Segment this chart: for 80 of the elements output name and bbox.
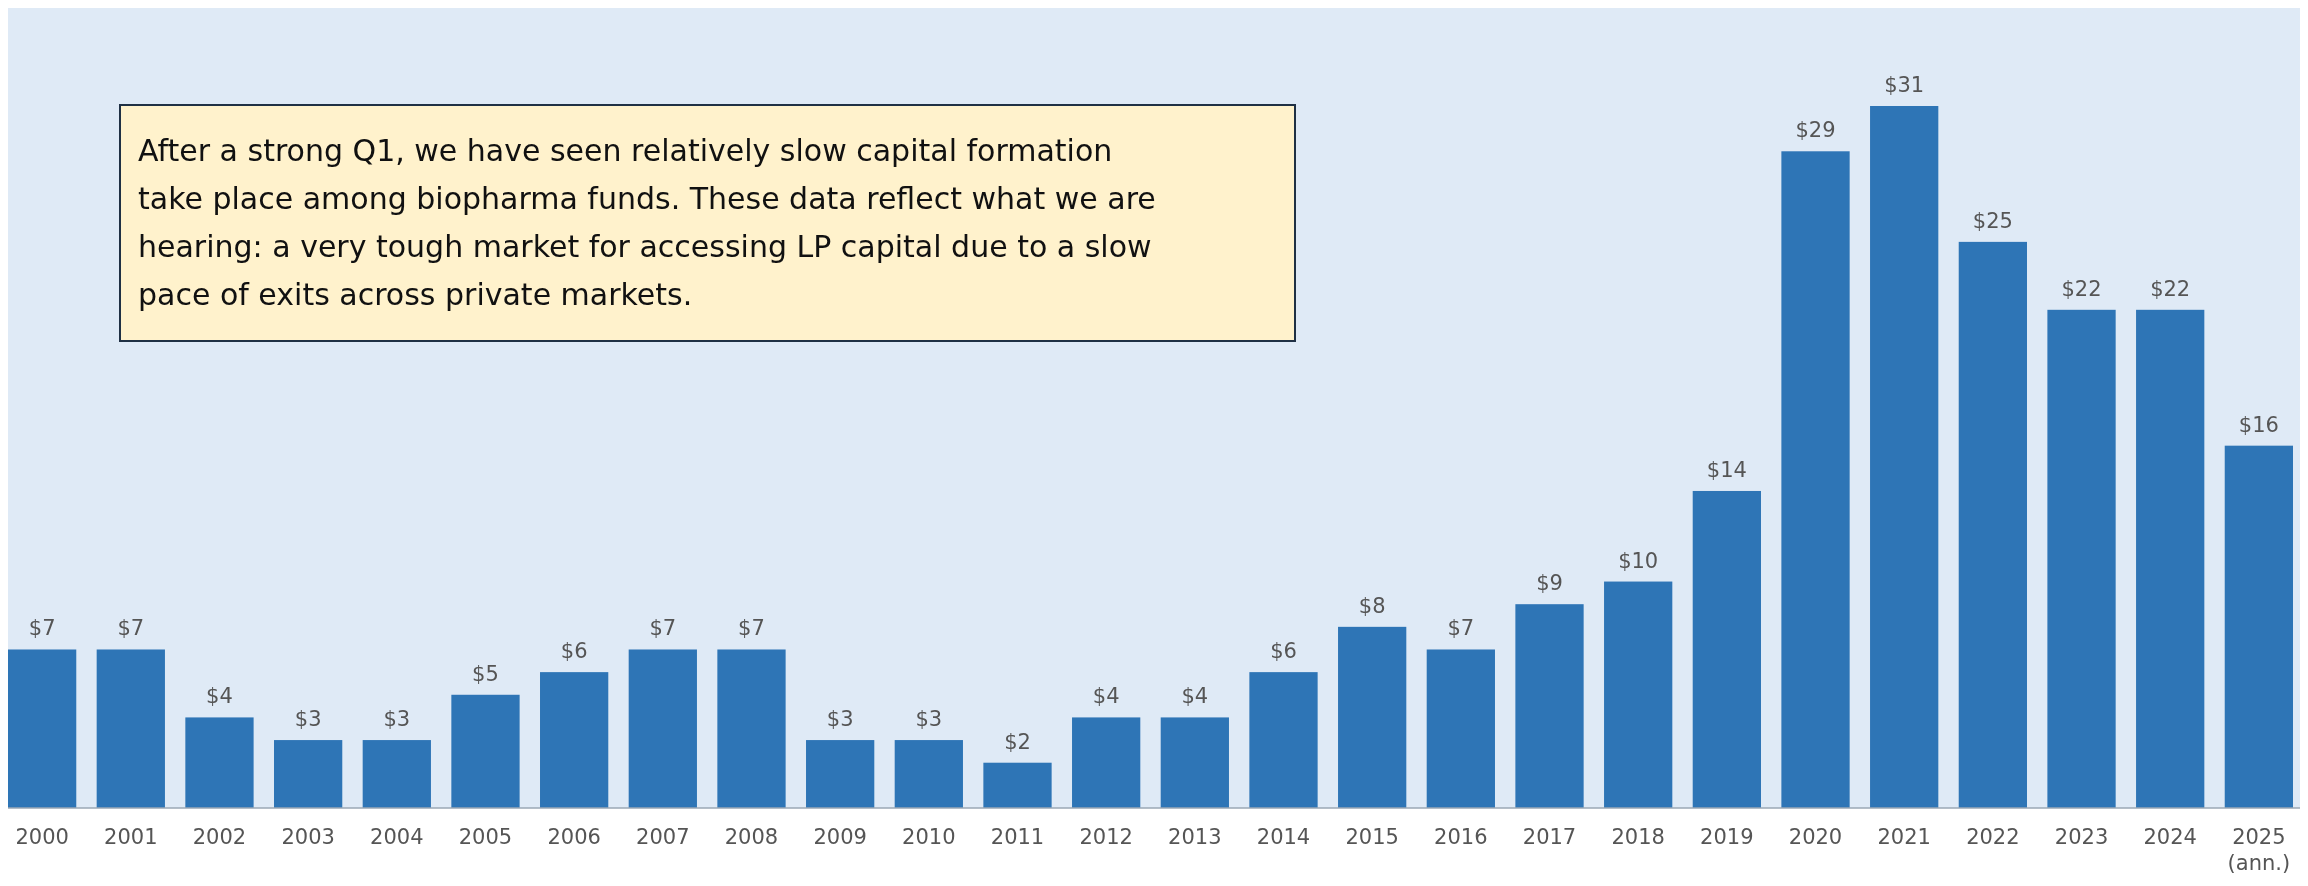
- data-label: $7: [649, 616, 677, 641]
- bar: [1781, 151, 1850, 808]
- x-tick-label: 2018: [1611, 825, 1665, 849]
- x-tick-label: 2013: [1168, 825, 1222, 849]
- bar: [1426, 649, 1495, 808]
- data-label: $22: [2061, 276, 2102, 301]
- x-tick-label: 2007: [636, 825, 690, 849]
- x-tick-label: 2019: [1700, 825, 1754, 849]
- bar: [540, 672, 609, 808]
- bar: [2224, 445, 2293, 808]
- bar: [983, 762, 1052, 808]
- data-label: $10: [1618, 548, 1659, 573]
- data-label: $2: [1004, 729, 1031, 754]
- data-label: $4: [1181, 684, 1209, 709]
- data-label: $7: [738, 616, 765, 641]
- data-label: $6: [1270, 639, 1297, 664]
- x-tick-label: 2024: [2143, 825, 2197, 849]
- bar: [894, 740, 963, 808]
- data-label: $4: [206, 684, 233, 709]
- data-label: $7: [117, 616, 145, 641]
- data-label: $9: [1536, 571, 1563, 596]
- data-label: $4: [1092, 684, 1120, 709]
- annotation: After a strong Q1, we have seen relatively slow capital formation take place among biopharma funds. These data reflect what we are hearing: a very tough market for accessing LP capital due to a slow pace of exits across private markets.: [138, 133, 1156, 312]
- data-label: $3: [826, 707, 854, 732]
- x-tick-label: 2015: [1345, 825, 1399, 849]
- x-tick-label: 2025 (ann.): [2227, 825, 2291, 875]
- x-tick-label: 2003: [281, 825, 335, 849]
- x-tick-label: 2010: [902, 825, 956, 849]
- bar: [8, 649, 77, 808]
- data-label: $31: [1884, 73, 1925, 97]
- data-label: $22: [2150, 276, 2191, 301]
- data-label: $25: [1972, 208, 2013, 233]
- bar: [628, 649, 697, 808]
- data-label: $3: [915, 707, 943, 732]
- bar: [1072, 717, 1141, 808]
- x-tick-label: 2008: [724, 825, 779, 849]
- x-tick-label: 2011: [990, 825, 1045, 849]
- data-label: $16: [2238, 412, 2279, 437]
- x-tick-label: 2005: [458, 825, 513, 849]
- bar: [1958, 241, 2027, 808]
- x-tick-label: 2016: [1434, 825, 1488, 849]
- x-tick-label: 2023: [2054, 825, 2109, 849]
- bar: [185, 717, 254, 808]
- data-label: $5: [472, 661, 499, 686]
- bar: [806, 740, 875, 808]
- x-tick-label: 2006: [547, 825, 601, 849]
- data-label: $14: [1706, 457, 1747, 482]
- bar: [96, 649, 165, 808]
- x-tick-label: 2001: [104, 825, 158, 849]
- bar: [1338, 626, 1407, 808]
- bar: [717, 649, 786, 808]
- note-box: After a strong Q1, we have seen relatively slow capital formation take place among biopharma funds. These data reflect what we are hearing: a very tough market for accessing LP capital due to a slow pace of exits across private markets.: [119, 104, 1296, 342]
- data-label: $7: [28, 616, 56, 641]
- data-label: $3: [294, 707, 322, 732]
- data-label: $29: [1795, 118, 1836, 143]
- data-label: $6: [560, 639, 588, 664]
- bar: [1249, 672, 1318, 808]
- x-tick-label: 2000: [15, 825, 69, 849]
- bar: [1870, 106, 1939, 808]
- data-label: $8: [1358, 593, 1386, 618]
- x-tick-label: 2012: [1079, 825, 1133, 849]
- data-label: $3: [383, 707, 411, 732]
- x-tick-label: 2002: [192, 825, 247, 849]
- bar: [362, 740, 431, 808]
- x-tick-label: 2021: [1877, 825, 1931, 849]
- bar: [2136, 309, 2205, 808]
- bar: [1604, 581, 1673, 808]
- data-label: $7: [1447, 616, 1475, 641]
- bar: [2047, 309, 2116, 808]
- x-tick-label: 2022: [1966, 825, 2020, 849]
- bar: [1160, 717, 1229, 808]
- bar: [274, 740, 343, 808]
- x-tick-label: 2014: [1256, 825, 1311, 849]
- bar: [1515, 604, 1584, 808]
- x-tick-label: 2017: [1522, 825, 1577, 849]
- x-tick-label: 2009: [813, 825, 867, 849]
- bar: [1692, 490, 1761, 808]
- bar: [451, 694, 520, 808]
- x-tick-label: 2020: [1788, 825, 1843, 849]
- x-tick-label: 2004: [370, 825, 424, 849]
